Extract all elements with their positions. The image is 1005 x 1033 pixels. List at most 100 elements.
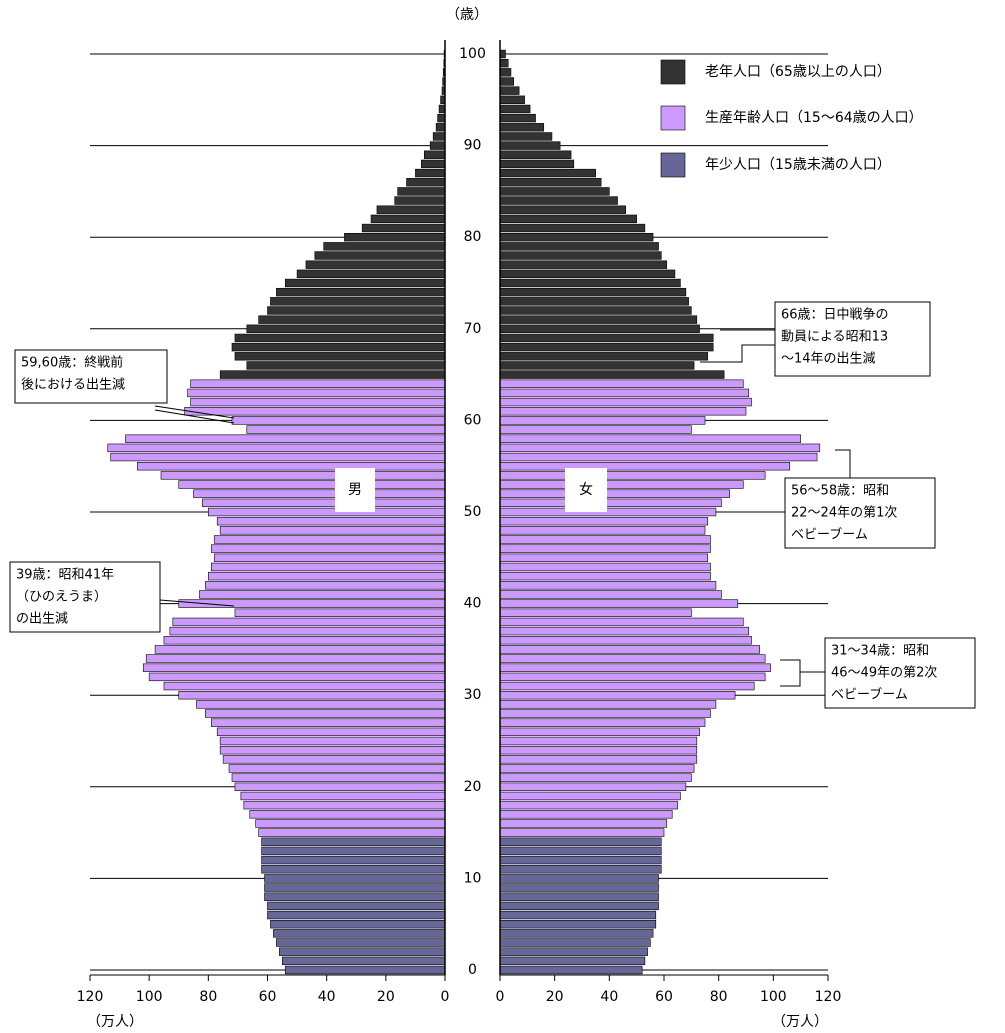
female-bar [499, 571, 711, 581]
female-bar [499, 745, 698, 755]
age-tick-label: 90 [464, 138, 482, 154]
female-bar [499, 95, 525, 104]
male-bar [437, 113, 446, 123]
female-bar [499, 920, 657, 929]
annotation-text: 46～49年の第2次 [831, 665, 937, 681]
male-bar [438, 104, 446, 114]
female-bar [499, 333, 714, 343]
female-bar [499, 929, 654, 938]
male-label: 男 [348, 482, 362, 498]
female-bar [499, 553, 709, 562]
female-bar [499, 516, 709, 526]
x-tick-label: 100 [760, 989, 787, 1005]
annotation-text: 22～24年の第1次 [791, 505, 897, 521]
female-bar [499, 718, 706, 727]
age-tick-label: 70 [464, 321, 482, 337]
annotation-text: ベビーブーム [791, 527, 868, 543]
female-bar [499, 938, 651, 947]
male-bar [435, 123, 446, 132]
female-bar [499, 306, 692, 315]
female-bar [499, 645, 760, 654]
age-tick-label: 0 [468, 962, 477, 978]
female-bar [499, 865, 662, 874]
age-tick-label: 40 [464, 596, 482, 612]
female-bar [499, 709, 711, 718]
male-bar [210, 544, 446, 553]
female-bar [499, 159, 575, 169]
x-tick-label: 100 [136, 989, 163, 1005]
male-bar [267, 901, 446, 911]
age-tick-label: 60 [464, 412, 482, 428]
female-bar [499, 562, 711, 572]
female-bar [499, 498, 722, 508]
annotation-text: ベビーブーム [831, 687, 908, 703]
male-bar [163, 681, 446, 691]
x-tick-label: 0 [441, 989, 450, 1005]
female-bar [499, 700, 717, 709]
female-bar [499, 168, 596, 178]
male-bar [172, 617, 446, 627]
male-bar [222, 755, 446, 764]
female-bar [499, 297, 689, 306]
male-bar [193, 489, 446, 498]
female-bar [499, 407, 747, 416]
annotation-text: 31～34歳：昭和 [831, 644, 929, 659]
male-bar [107, 443, 446, 453]
female-bar [499, 416, 706, 425]
female-bar [499, 590, 722, 599]
annotation-text: の出生減 [16, 611, 68, 627]
male-bar [199, 590, 446, 599]
male-bar [110, 452, 446, 462]
female-bar [499, 196, 618, 205]
female-bar [499, 104, 531, 114]
male-bar [145, 654, 446, 663]
annotation-text: 59,60歳：終戦前 [21, 355, 123, 371]
male-bar [273, 929, 446, 938]
female-bar [499, 626, 750, 636]
annotation-text: 66歳：日中戦争の [781, 308, 889, 323]
male-bar [261, 846, 446, 856]
male-bar [234, 782, 446, 791]
female-bar [499, 736, 698, 746]
female-bar [499, 370, 725, 379]
female-bar [499, 819, 668, 828]
male-bar [246, 361, 446, 370]
male-bar [423, 150, 446, 159]
female-bar [499, 800, 678, 810]
female-bar [499, 86, 520, 95]
annotation-text: 56～58歳：昭和 [791, 484, 889, 499]
male-bar [208, 507, 446, 517]
female-bar [499, 507, 717, 517]
male-bar [421, 159, 446, 169]
male-bar [202, 498, 446, 508]
male-bar [205, 709, 446, 718]
female-bar [499, 269, 676, 279]
female-bar [499, 58, 509, 68]
male-bar [148, 672, 446, 682]
legend-swatch [660, 152, 686, 178]
female-bar [499, 342, 714, 352]
male-bar [261, 865, 446, 874]
age-tick-label: 20 [464, 779, 482, 795]
male-bar [240, 791, 446, 801]
female-bar [499, 654, 766, 663]
male-bar [210, 718, 446, 727]
female-bar [499, 755, 698, 764]
female-bar [499, 443, 821, 453]
female-bar [499, 452, 818, 462]
female-bar [499, 810, 673, 819]
female-bar [499, 855, 662, 865]
female-bar [499, 242, 659, 251]
female-bar [499, 141, 561, 150]
leader-line [159, 599, 235, 607]
female-label: 女 [579, 481, 593, 498]
annotation-text: 39歳：昭和41年 [16, 568, 114, 583]
female-bar [499, 315, 698, 324]
female-bar [499, 260, 668, 269]
male-bar [219, 370, 446, 379]
x-tick-label: 60 [259, 989, 277, 1005]
male-bar [249, 810, 446, 819]
annotation-text: 後における出生減 [21, 377, 125, 393]
male-bar [261, 837, 446, 846]
